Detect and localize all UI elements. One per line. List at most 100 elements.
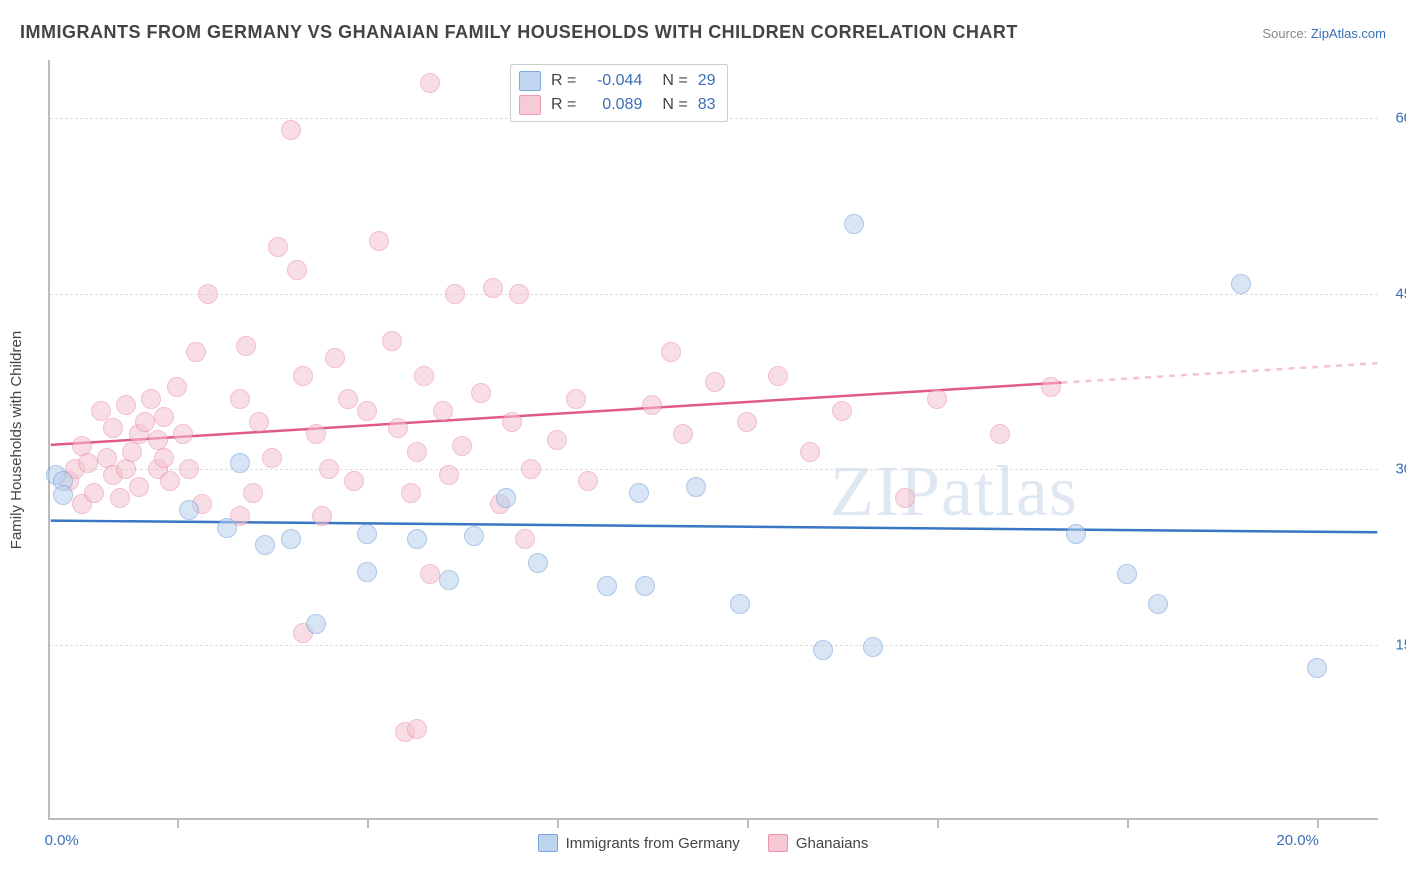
x-tick bbox=[1127, 818, 1129, 828]
scatter-point bbox=[471, 383, 491, 403]
scatter-point bbox=[217, 518, 237, 538]
scatter-point bbox=[483, 278, 503, 298]
gridline bbox=[50, 294, 1378, 295]
scatter-point bbox=[281, 120, 301, 140]
scatter-point bbox=[597, 576, 617, 596]
trend-line bbox=[51, 521, 1378, 533]
scatter-point bbox=[230, 389, 250, 409]
scatter-point bbox=[496, 488, 516, 508]
scatter-point bbox=[407, 529, 427, 549]
scatter-point bbox=[420, 73, 440, 93]
scatter-point bbox=[173, 424, 193, 444]
scatter-point bbox=[705, 372, 725, 392]
scatter-point bbox=[135, 412, 155, 432]
scatter-point bbox=[78, 453, 98, 473]
series-legend: Immigrants from GermanyGhanaians bbox=[0, 834, 1406, 856]
scatter-point bbox=[91, 401, 111, 421]
scatter-point bbox=[344, 471, 364, 491]
scatter-point bbox=[578, 471, 598, 491]
scatter-point bbox=[509, 284, 529, 304]
scatter-point bbox=[382, 331, 402, 351]
scatter-point bbox=[198, 284, 218, 304]
scatter-point bbox=[673, 424, 693, 444]
scatter-point bbox=[927, 389, 947, 409]
scatter-point bbox=[832, 401, 852, 421]
legend-swatch bbox=[519, 95, 541, 115]
x-tick bbox=[937, 818, 939, 828]
y-tick-label: 30.0% bbox=[1388, 461, 1406, 478]
scatter-point bbox=[452, 436, 472, 456]
scatter-point bbox=[521, 459, 541, 479]
scatter-point bbox=[1148, 594, 1168, 614]
scatter-point bbox=[407, 719, 427, 739]
scatter-point bbox=[357, 401, 377, 421]
scatter-point bbox=[895, 488, 915, 508]
scatter-point bbox=[990, 424, 1010, 444]
scatter-point bbox=[863, 637, 883, 657]
y-tick-label: 60.0% bbox=[1388, 110, 1406, 127]
scatter-point bbox=[306, 424, 326, 444]
scatter-point bbox=[1066, 524, 1086, 544]
scatter-point bbox=[439, 570, 459, 590]
scatter-point bbox=[268, 237, 288, 257]
scatter-point bbox=[357, 524, 377, 544]
scatter-point bbox=[325, 348, 345, 368]
y-tick-label: 15.0% bbox=[1388, 636, 1406, 653]
scatter-point bbox=[502, 412, 522, 432]
legend-r-value: -0.044 bbox=[586, 69, 642, 93]
scatter-point bbox=[154, 448, 174, 468]
scatter-point bbox=[186, 342, 206, 362]
legend-item: Immigrants from Germany bbox=[538, 834, 740, 852]
scatter-point bbox=[103, 418, 123, 438]
scatter-point bbox=[293, 366, 313, 386]
scatter-point bbox=[116, 395, 136, 415]
legend-swatch bbox=[538, 834, 558, 852]
scatter-point bbox=[1117, 564, 1137, 584]
scatter-point bbox=[116, 459, 136, 479]
scatter-point bbox=[338, 389, 358, 409]
scatter-point bbox=[306, 614, 326, 634]
trend-line-extrapolated bbox=[1061, 363, 1377, 382]
x-tick bbox=[367, 818, 369, 828]
scatter-point bbox=[160, 471, 180, 491]
scatter-point bbox=[262, 448, 282, 468]
scatter-point bbox=[661, 342, 681, 362]
scatter-point bbox=[800, 442, 820, 462]
scatter-point bbox=[236, 336, 256, 356]
legend-row: R =0.089N =83 bbox=[519, 93, 715, 117]
scatter-point bbox=[110, 488, 130, 508]
scatter-point bbox=[255, 535, 275, 555]
scatter-point bbox=[686, 477, 706, 497]
scatter-point bbox=[249, 412, 269, 432]
correlation-legend: R =-0.044N =29R =0.089N =83 bbox=[510, 64, 728, 122]
x-tick bbox=[177, 818, 179, 828]
source-value: ZipAtlas.com bbox=[1311, 26, 1386, 41]
scatter-point bbox=[154, 407, 174, 427]
scatter-point bbox=[439, 465, 459, 485]
gridline bbox=[50, 645, 1378, 646]
scatter-point bbox=[281, 529, 301, 549]
scatter-point bbox=[445, 284, 465, 304]
scatter-point bbox=[730, 594, 750, 614]
scatter-point bbox=[129, 477, 149, 497]
scatter-point bbox=[737, 412, 757, 432]
scatter-point bbox=[420, 564, 440, 584]
legend-swatch bbox=[768, 834, 788, 852]
trend-lines-svg bbox=[50, 60, 1378, 818]
scatter-point bbox=[230, 453, 250, 473]
scatter-point bbox=[141, 389, 161, 409]
scatter-point bbox=[312, 506, 332, 526]
x-tick bbox=[747, 818, 749, 828]
source-label: Source: bbox=[1262, 26, 1307, 41]
legend-swatch bbox=[519, 71, 541, 91]
scatter-point bbox=[287, 260, 307, 280]
chart-title: IMMIGRANTS FROM GERMANY VS GHANAIAN FAMI… bbox=[20, 22, 1018, 43]
scatter-point bbox=[629, 483, 649, 503]
scatter-point bbox=[464, 526, 484, 546]
scatter-point bbox=[401, 483, 421, 503]
scatter-point bbox=[179, 500, 199, 520]
scatter-point bbox=[528, 553, 548, 573]
scatter-point bbox=[1041, 377, 1061, 397]
scatter-point bbox=[369, 231, 389, 251]
legend-row: R =-0.044N =29 bbox=[519, 69, 715, 93]
